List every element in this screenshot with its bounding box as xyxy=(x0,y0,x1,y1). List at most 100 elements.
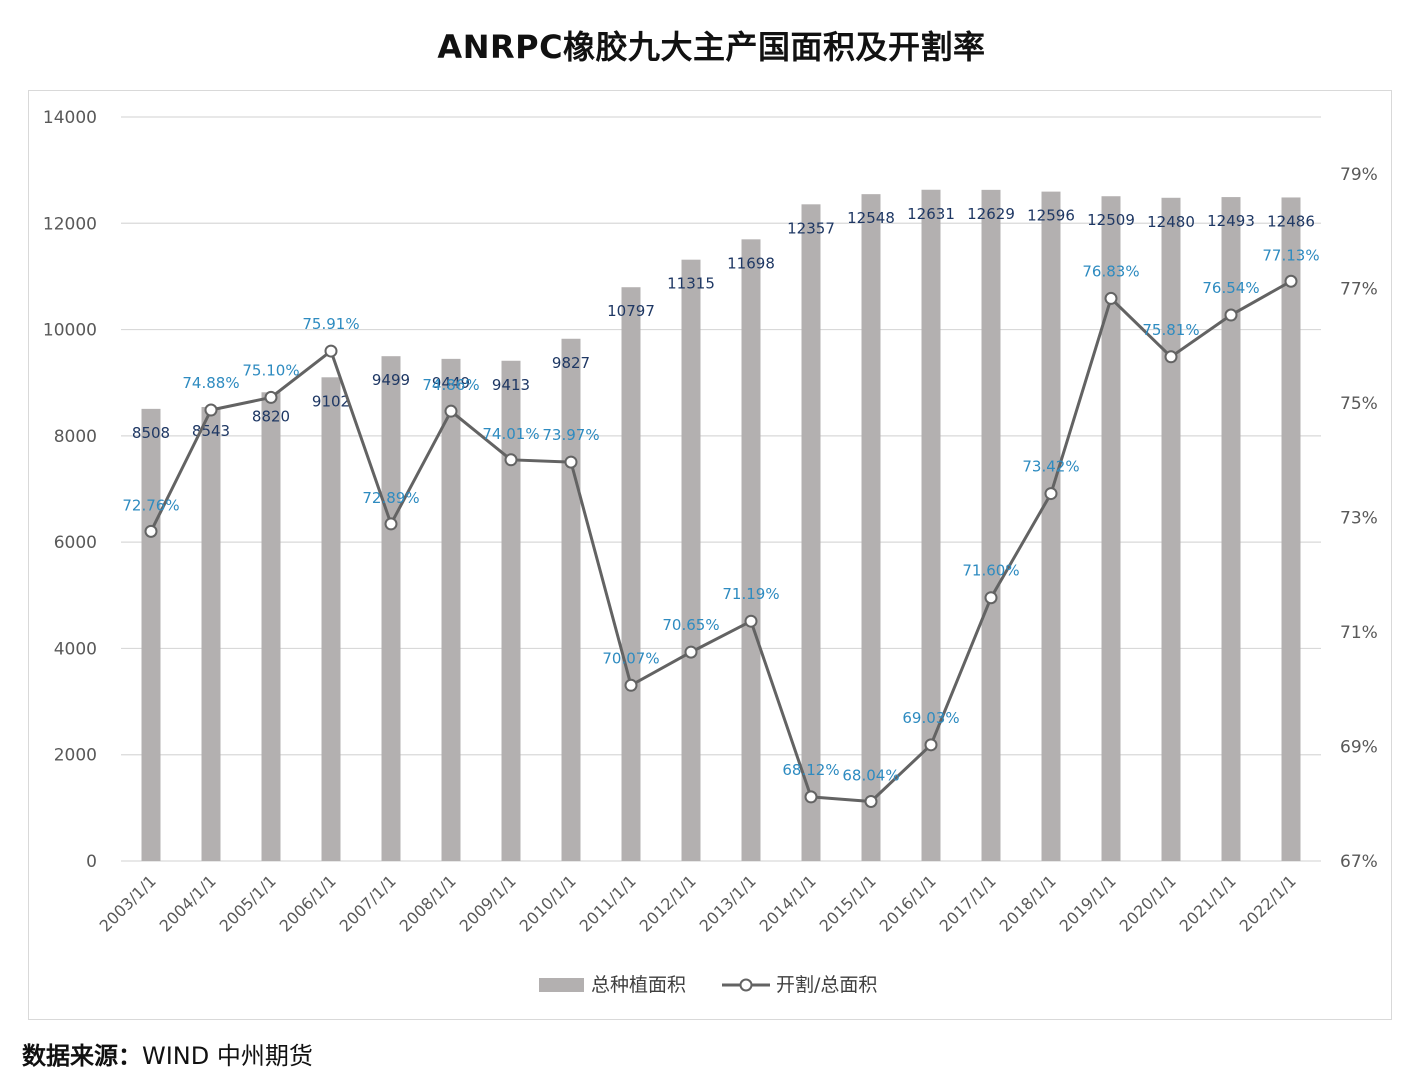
bar xyxy=(681,259,701,861)
rate-point xyxy=(984,591,998,605)
chart-frame xyxy=(28,90,1392,1020)
y-right-tick-label: 71% xyxy=(1340,623,1378,643)
rate-point xyxy=(1284,274,1298,288)
legend-bar-swatch xyxy=(539,978,584,992)
y-right-tick-label: 73% xyxy=(1340,509,1378,529)
rate-value-label: 77.13% xyxy=(1262,246,1319,264)
x-tick-label: 2013/1/1 xyxy=(696,871,760,935)
bar-value-label: 9102 xyxy=(312,392,350,410)
bar xyxy=(261,392,281,861)
x-tick-label: 2009/1/1 xyxy=(456,871,520,935)
rate-point xyxy=(804,790,818,804)
x-tick-label: 2006/1/1 xyxy=(276,871,340,935)
y-right-tick-label: 67% xyxy=(1340,852,1378,872)
bar xyxy=(861,194,881,861)
bar xyxy=(1221,197,1241,861)
rate-value-label: 74.01% xyxy=(482,425,539,443)
rate-point xyxy=(564,455,578,469)
x-tick-label: 2022/1/1 xyxy=(1236,871,1300,935)
x-tick-label: 2003/1/1 xyxy=(96,871,160,935)
y-right-tick-label: 77% xyxy=(1340,280,1378,300)
rate-value-label: 72.89% xyxy=(362,489,419,507)
bar-value-label: 12493 xyxy=(1207,212,1255,230)
rate-point xyxy=(1044,487,1058,501)
rate-point xyxy=(1104,291,1118,305)
bar-value-label: 12548 xyxy=(847,209,895,227)
rate-point xyxy=(384,517,398,531)
x-tick-label: 2011/1/1 xyxy=(576,871,640,935)
bar xyxy=(381,356,401,861)
y-left-tick-label: 8000 xyxy=(54,427,97,447)
rate-value-label: 75.10% xyxy=(242,361,299,379)
x-tick-label: 2005/1/1 xyxy=(216,871,280,935)
x-tick-label: 2018/1/1 xyxy=(996,871,1060,935)
bar xyxy=(1101,196,1121,862)
rate-value-label: 71.60% xyxy=(962,562,1019,580)
rate-value-label: 75.81% xyxy=(1142,321,1199,339)
bar xyxy=(921,189,941,862)
x-tick-label: 2004/1/1 xyxy=(156,871,220,935)
y-left-tick-label: 14000 xyxy=(43,108,97,128)
bar xyxy=(441,358,461,861)
legend-line-marker xyxy=(739,978,753,992)
rate-value-label: 75.91% xyxy=(302,315,359,333)
rate-value-label: 70.07% xyxy=(602,649,659,667)
x-tick-label: 2019/1/1 xyxy=(1056,871,1120,935)
x-tick-label: 2020/1/1 xyxy=(1116,871,1180,935)
source-label: 数据来源： xyxy=(22,1042,142,1070)
rate-value-label: 71.19% xyxy=(722,585,779,603)
rate-point xyxy=(504,453,518,467)
bar-value-label: 12486 xyxy=(1267,212,1315,230)
bar-value-label: 12631 xyxy=(907,205,955,223)
bar-value-label: 12357 xyxy=(787,219,835,237)
y-left-tick-label: 12000 xyxy=(43,214,97,234)
x-tick-label: 2021/1/1 xyxy=(1176,871,1240,935)
bar-value-label: 8508 xyxy=(132,424,170,442)
legend-bar-label: 总种植面积 xyxy=(591,974,686,996)
bar xyxy=(561,338,581,861)
bar-value-label: 12509 xyxy=(1087,211,1135,229)
rate-point xyxy=(924,738,938,752)
bar-value-label: 9499 xyxy=(372,371,410,389)
bar-value-label: 12596 xyxy=(1027,207,1075,225)
bar-value-label: 11698 xyxy=(727,254,775,272)
source-note: 数据来源：WIND 中州期货 xyxy=(22,1036,313,1071)
bar xyxy=(201,407,221,861)
rate-value-label: 68.12% xyxy=(782,761,839,779)
bar-value-label: 10797 xyxy=(607,302,655,320)
y-left-tick-label: 0 xyxy=(86,852,97,872)
rate-value-label: 73.97% xyxy=(542,426,599,444)
rate-point xyxy=(624,678,638,692)
rate-value-label: 72.76% xyxy=(122,496,179,514)
rate-series-line xyxy=(149,279,1292,803)
y-left-tick-label: 2000 xyxy=(54,746,97,766)
rate-point xyxy=(744,614,758,628)
legend-line-label: 开割/总面积 xyxy=(776,974,877,996)
y-left-tick-label: 6000 xyxy=(54,533,97,553)
bar xyxy=(321,377,341,861)
bar xyxy=(501,360,521,861)
rate-point xyxy=(144,524,158,538)
bar xyxy=(741,239,761,862)
rate-value-label: 74.86% xyxy=(422,376,479,394)
bar-value-label: 12480 xyxy=(1147,213,1195,231)
rate-point xyxy=(444,404,458,418)
bar-value-label: 11315 xyxy=(667,275,715,293)
bar xyxy=(141,408,161,861)
x-tick-label: 2014/1/1 xyxy=(756,871,820,935)
rate-point xyxy=(684,645,698,659)
bar-value-label: 9449 xyxy=(432,374,470,392)
x-tick-label: 2007/1/1 xyxy=(336,871,400,935)
rate-value-label: 70.65% xyxy=(662,616,719,634)
x-tick-label: 2017/1/1 xyxy=(936,871,1000,935)
bar xyxy=(981,189,1001,861)
y-right-tick-label: 75% xyxy=(1340,394,1378,414)
bar-value-label: 9827 xyxy=(552,354,590,372)
bar xyxy=(1281,197,1301,862)
bar xyxy=(621,287,641,862)
rate-value-label: 74.88% xyxy=(182,374,239,392)
x-tick-label: 2012/1/1 xyxy=(636,871,700,935)
x-tick-label: 2016/1/1 xyxy=(876,871,940,935)
y-right-tick-label: 69% xyxy=(1340,738,1378,758)
